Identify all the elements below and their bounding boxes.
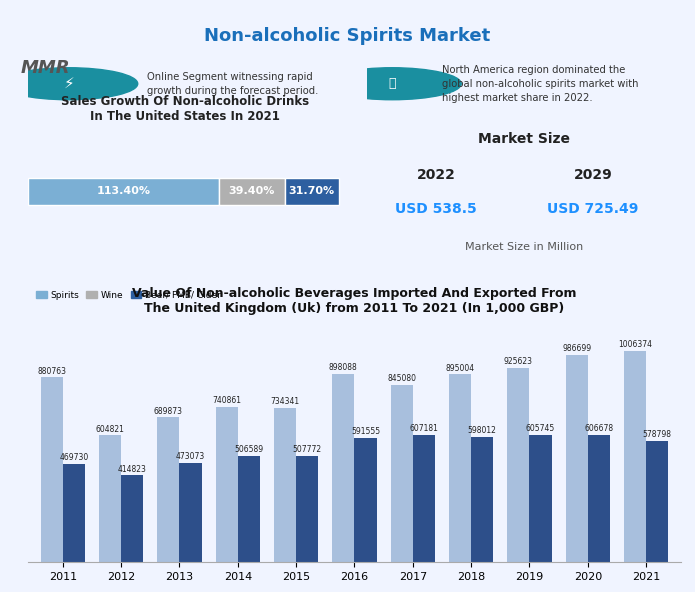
Text: 591555: 591555 [351,427,380,436]
Bar [530,435,552,562]
Bar [391,385,413,562]
Bar [471,437,493,562]
Text: 605745: 605745 [526,424,555,433]
Text: ⚡: ⚡ [63,76,74,91]
Legend: Import, Export: Import, Export [275,587,434,592]
Text: 2022: 2022 [417,168,455,182]
Legend: Spirits, Wine, Beer/ FMB/ Cider: Spirits, Wine, Beer/ FMB/ Cider [32,287,224,303]
Bar [566,355,588,562]
Bar [413,435,435,562]
Text: 1006374: 1006374 [618,340,652,349]
Text: USD 725.49: USD 725.49 [548,202,639,216]
Bar [588,435,610,562]
Text: Market Size in Million: Market Size in Million [465,242,583,252]
Title: Value Of Non-alcoholic Beverages Imported And Exported From
The United Kingdom (: Value Of Non-alcoholic Beverages Importe… [132,287,577,316]
Bar [157,417,179,562]
Text: Market Size: Market Size [478,132,570,146]
Bar [179,463,202,562]
Text: 414823: 414823 [117,465,147,474]
Text: 2029: 2029 [574,168,612,182]
Text: 604821: 604821 [96,424,124,433]
Text: 734341: 734341 [270,397,300,407]
Bar [121,475,143,562]
Bar [646,441,669,562]
Text: MMR: MMR [21,59,70,77]
Text: 898088: 898088 [329,363,358,372]
Bar [238,456,260,562]
Bar [296,456,318,562]
Bar [219,178,285,205]
Bar [63,464,85,562]
Bar [40,377,63,562]
Text: 507772: 507772 [293,445,322,454]
Circle shape [323,67,461,99]
Text: USD 538.5: USD 538.5 [395,202,477,216]
Text: 895004: 895004 [445,363,475,372]
Text: 31.70%: 31.70% [288,186,335,197]
Text: 986699: 986699 [562,345,591,353]
Text: North America region dominated the
global non-alcoholic spirits market with
high: North America region dominated the globa… [443,65,639,103]
Text: 606678: 606678 [584,424,614,433]
Title: Sales Growth Of Non-alcoholic Drinks
In The United States In 2021: Sales Growth Of Non-alcoholic Drinks In … [60,95,309,123]
Text: Online Segment witnessing rapid
growth during the forecast period.: Online Segment witnessing rapid growth d… [147,72,318,96]
Bar [28,178,219,205]
Bar [354,438,377,562]
Bar [449,374,471,562]
Bar [99,435,121,562]
Text: 473073: 473073 [176,452,205,461]
Text: 469730: 469730 [59,453,88,462]
Text: 578798: 578798 [643,430,671,439]
Text: Year over Year
Sales Growth: Year over Year Sales Growth [0,157,1,226]
Text: 740861: 740861 [212,396,241,405]
Text: 598012: 598012 [468,426,497,435]
Text: 113.40%: 113.40% [97,186,150,197]
Bar [507,368,530,562]
Text: 🔥: 🔥 [389,77,396,90]
Bar [624,351,646,562]
Circle shape [0,67,138,99]
Bar [274,408,296,562]
Bar [215,407,238,562]
Bar [285,178,338,205]
Text: Non-alcoholic Spirits Market: Non-alcoholic Spirits Market [204,27,491,44]
Text: 845080: 845080 [387,374,416,383]
Text: 506589: 506589 [234,445,263,454]
Bar [332,374,354,562]
Text: 880763: 880763 [38,366,66,376]
Text: 607181: 607181 [409,424,439,433]
Text: 925623: 925623 [504,357,533,366]
Text: 689873: 689873 [154,407,183,416]
Text: 39.40%: 39.40% [229,186,275,197]
